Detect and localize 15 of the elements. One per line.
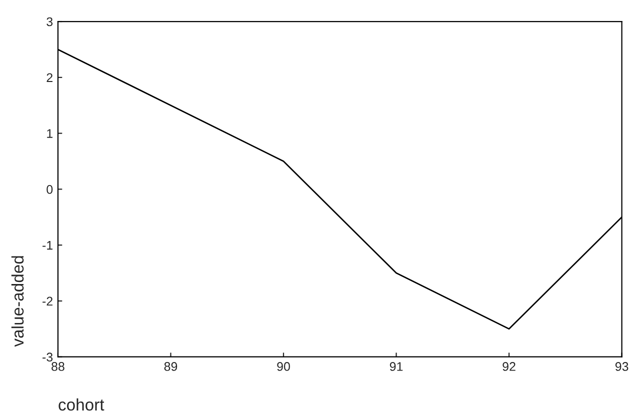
- y-tick-label: -2: [42, 296, 52, 306]
- y-tick-label: -3: [42, 352, 53, 362]
- x-tick-label: 91: [390, 362, 403, 371]
- y-tick-label: 3: [46, 17, 53, 26]
- x-tick-label: 90: [277, 362, 290, 371]
- x-tick-label: 92: [502, 362, 516, 371]
- x-tick-label: 93: [615, 362, 628, 371]
- x-axis-title: cohort: [58, 398, 104, 411]
- x-tick-label: 89: [164, 362, 178, 371]
- y-tick-label: 1: [47, 129, 52, 138]
- y-axis-title: value-added: [11, 256, 24, 347]
- y-tick-label: -1: [42, 241, 52, 250]
- x-tick-label: 88: [52, 362, 64, 371]
- y-tick-label: 0: [46, 185, 53, 194]
- y-tick-label: 2: [46, 73, 52, 82]
